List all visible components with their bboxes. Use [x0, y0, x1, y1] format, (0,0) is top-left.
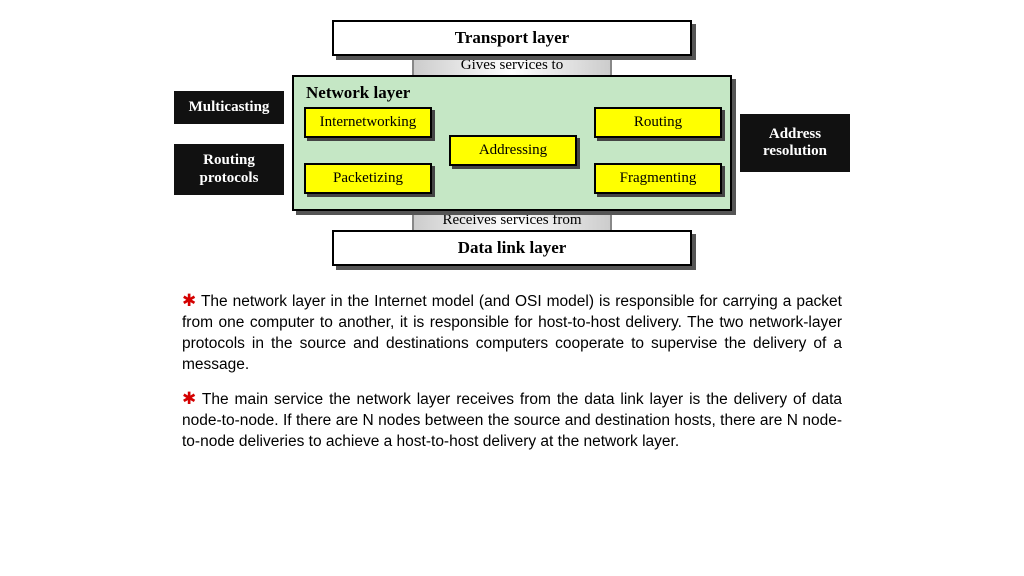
fn-packetizing-label: Packetizing	[333, 170, 403, 186]
bullet-icon: ✱	[182, 389, 196, 408]
address-resolution-label: Address resolution	[740, 114, 850, 173]
connector-top-label: Gives services to	[461, 57, 563, 73]
right-side-labels: Address resolution	[740, 114, 850, 173]
fn-internetworking: Internetworking	[304, 107, 432, 138]
paragraph-1-text: The network layer in the Internet model …	[182, 293, 842, 373]
fn-fragmenting-label: Fragmenting	[620, 170, 697, 186]
fn-routing-label: Routing	[634, 114, 682, 130]
left-side-labels: Multicasting Routing protocols	[174, 91, 284, 195]
fn-fragmenting: Fragmenting	[594, 163, 722, 194]
address-resolution-text: Address resolution	[763, 126, 827, 159]
connector-bottom-label: Receives services from	[442, 212, 581, 228]
fn-routing: Routing	[594, 107, 722, 138]
multicasting-text: Multicasting	[189, 99, 270, 115]
datalink-layer-box: Data link layer	[332, 230, 692, 266]
transport-layer-box: Transport layer	[332, 20, 692, 56]
middle-row: Multicasting Routing protocols Network l…	[122, 75, 902, 211]
transport-layer-label: Transport layer	[455, 28, 569, 47]
paragraph-2-text: The main service the network layer recei…	[182, 391, 842, 450]
paragraph-1: ✱ The network layer in the Internet mode…	[182, 290, 842, 376]
connector-gives-services: Gives services to	[412, 54, 612, 77]
routing-protocols-label: Routing protocols	[174, 144, 284, 195]
paragraph-2: ✱ The main service the network layer rec…	[182, 388, 842, 453]
fn-internetworking-label: Internetworking	[320, 114, 417, 130]
network-functions-grid: Internetworking Addressing Routing Packe…	[304, 107, 720, 199]
connector-receives-services: Receives services from	[412, 209, 612, 232]
datalink-layer-label: Data link layer	[458, 238, 567, 257]
fn-packetizing: Packetizing	[304, 163, 432, 194]
network-layer-panel: Network layer Internetworking Addressing…	[292, 75, 732, 211]
body-text: ✱ The network layer in the Internet mode…	[182, 290, 842, 452]
fn-addressing: Addressing	[449, 135, 577, 166]
fn-addressing-label: Addressing	[479, 142, 547, 158]
routing-protocols-text: Routing protocols	[200, 152, 259, 185]
network-layer-title: Network layer	[306, 83, 720, 103]
bullet-icon: ✱	[182, 291, 196, 310]
multicasting-label: Multicasting	[174, 91, 284, 124]
network-layer-diagram: Transport layer Gives services to Multic…	[122, 0, 902, 266]
